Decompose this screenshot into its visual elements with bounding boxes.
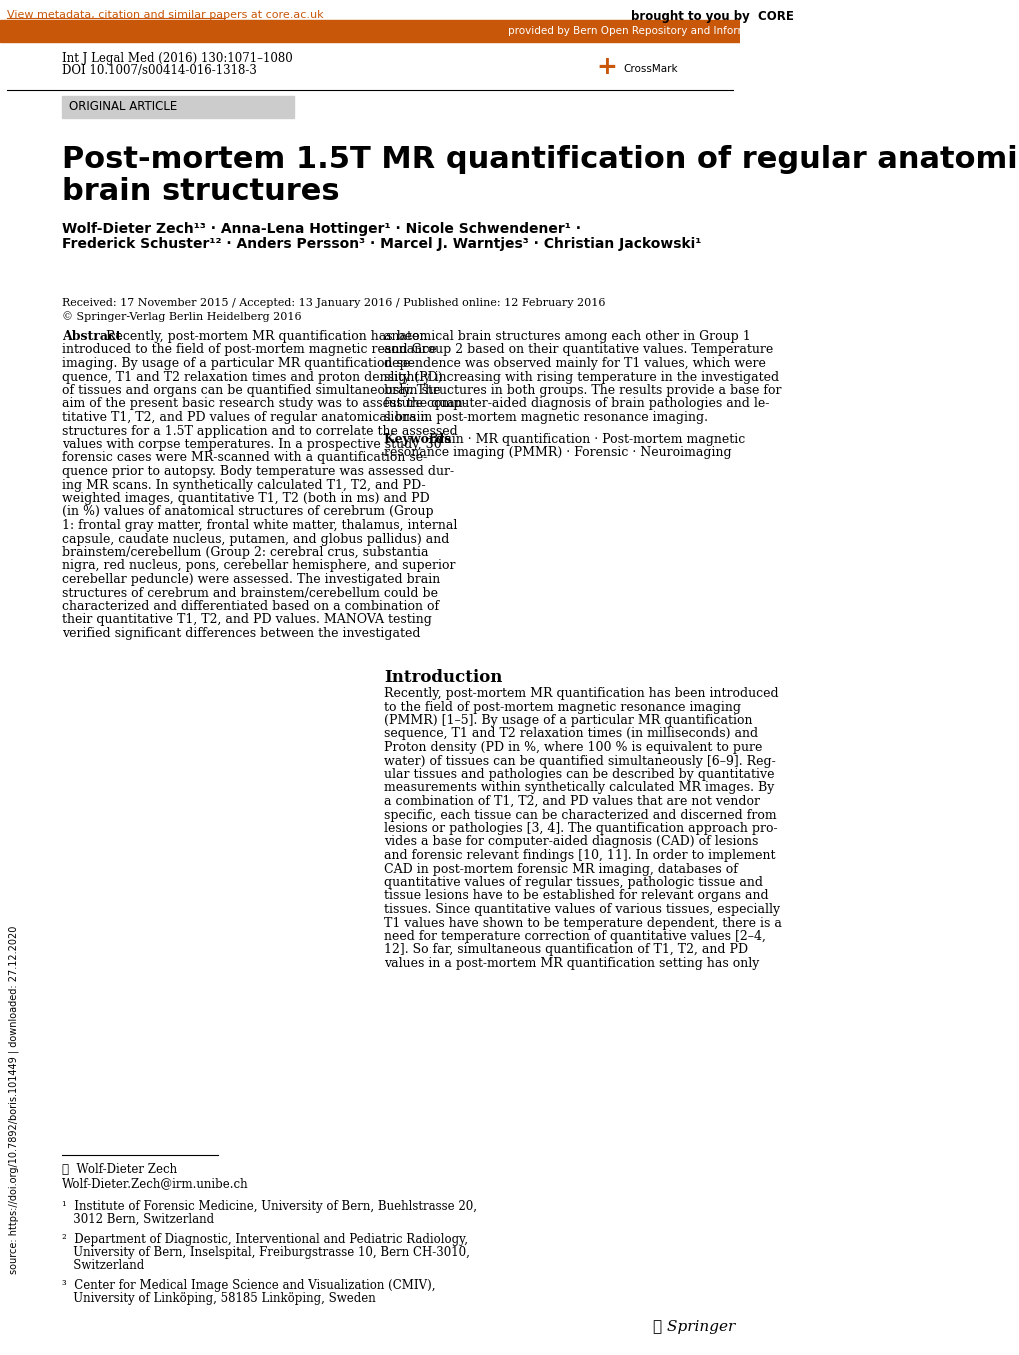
Text: water) of tissues can be quantified simultaneously [6–9]. Reg-: water) of tissues can be quantified simu…: [384, 755, 775, 767]
Text: a combination of T1, T2, and PD values that are not vendor: a combination of T1, T2, and PD values t…: [384, 795, 760, 808]
Text: structures for a 1.5T application and to correlate the assessed: structures for a 1.5T application and to…: [61, 424, 457, 438]
Text: sequence, T1 and T2 relaxation times (in milliseconds) and: sequence, T1 and T2 relaxation times (in…: [384, 728, 758, 740]
Text: University of Bern, Inselspital, Freiburgstrasse 10, Bern CH-3010,: University of Bern, Inselspital, Freibur…: [61, 1247, 469, 1259]
Text: and forensic relevant findings [10, 11]. In order to implement: and forensic relevant findings [10, 11].…: [384, 850, 775, 862]
Text: Recently, post-mortem MR quantification has been introduced: Recently, post-mortem MR quantification …: [384, 687, 779, 701]
Text: 1: frontal gray matter, frontal white matter, thalamus, internal: 1: frontal gray matter, frontal white ma…: [61, 519, 457, 533]
Text: sions in post-mortem magnetic resonance imaging.: sions in post-mortem magnetic resonance …: [384, 411, 708, 424]
Text: need for temperature correction of quantitative values [2–4,: need for temperature correction of quant…: [384, 930, 765, 943]
Text: Introduction: Introduction: [384, 669, 502, 686]
Text: ORIGINAL ARTICLE: ORIGINAL ARTICLE: [69, 100, 177, 114]
Bar: [0, 20, 739, 42]
Text: ¹  Institute of Forensic Medicine, University of Bern, Buehlstrasse 20,: ¹ Institute of Forensic Medicine, Univer…: [61, 1201, 476, 1213]
Text: 3012 Bern, Switzerland: 3012 Bern, Switzerland: [61, 1213, 214, 1226]
Text: Keywords: Keywords: [384, 432, 455, 446]
Text: brainstem/cerebellum (Group 2: cerebral crus, substantia: brainstem/cerebellum (Group 2: cerebral …: [61, 546, 428, 560]
Text: Int J Legal Med (2016) 130:1071–1080: Int J Legal Med (2016) 130:1071–1080: [61, 51, 292, 65]
Text: lesions or pathologies [3, 4]. The quantification approach pro-: lesions or pathologies [3, 4]. The quant…: [384, 822, 777, 835]
Text: CAD in post-mortem forensic MR imaging, databases of: CAD in post-mortem forensic MR imaging, …: [384, 863, 738, 875]
Text: brain structures: brain structures: [61, 178, 339, 206]
Text: anatomical brain structures among each other in Group 1: anatomical brain structures among each o…: [384, 331, 750, 343]
Text: values with corpse temperatures. In a prospective study, 30: values with corpse temperatures. In a pr…: [61, 438, 441, 451]
Text: provided by Bern Open Repository and Information System (BORIS): provided by Bern Open Repository and Inf…: [507, 26, 858, 37]
Text: structures of cerebrum and brainstem/cerebellum could be: structures of cerebrum and brainstem/cer…: [61, 587, 437, 599]
Text: Brain · MR quantification · Post-mortem magnetic: Brain · MR quantification · Post-mortem …: [429, 432, 745, 446]
Text: nigra, red nucleus, pons, cerebellar hemisphere, and superior: nigra, red nucleus, pons, cerebellar hem…: [61, 560, 454, 573]
Text: specific, each tissue can be characterized and discerned from: specific, each tissue can be characteriz…: [384, 809, 776, 821]
Text: Wolf-Dieter.Zech@irm.unibe.ch: Wolf-Dieter.Zech@irm.unibe.ch: [61, 1177, 248, 1190]
Text: +: +: [596, 56, 616, 79]
Text: University of Linköping, 58185 Linköping, Sweden: University of Linköping, 58185 Linköping…: [61, 1293, 375, 1305]
Text: 12]. So far, simultaneous quantification of T1, T2, and PD: 12]. So far, simultaneous quantification…: [384, 943, 748, 957]
Text: Abstract: Abstract: [61, 331, 121, 343]
Text: slightly increasing with rising temperature in the investigated: slightly increasing with rising temperat…: [384, 370, 779, 383]
Text: View metadata, citation and similar papers at core.ac.uk: View metadata, citation and similar pape…: [7, 9, 324, 20]
Text: Wolf-Dieter Zech¹³ · Anna-Lena Hottinger¹ · Nicole Schwendener¹ ·: Wolf-Dieter Zech¹³ · Anna-Lena Hottinger…: [61, 222, 580, 236]
Text: Post-mortem 1.5T MR quantification of regular anatomical: Post-mortem 1.5T MR quantification of re…: [61, 145, 1019, 173]
Text: source: https://doi.org/10.7892/boris.101449 | downloaded: 27.12.2020: source: https://doi.org/10.7892/boris.10…: [9, 925, 19, 1274]
Text: quence prior to autopsy. Body temperature was assessed dur-: quence prior to autopsy. Body temperatur…: [61, 465, 453, 478]
Text: introduced to the field of post-mortem magnetic resonance: introduced to the field of post-mortem m…: [61, 344, 436, 356]
Bar: [594, 47, 620, 83]
Text: Received: 17 November 2015 / Accepted: 13 January 2016 / Published online: 12 Fe: Received: 17 November 2015 / Accepted: 1…: [61, 298, 604, 308]
Text: tissues. Since quantitative values of various tissues, especially: tissues. Since quantitative values of va…: [384, 902, 780, 916]
Text: ²  Department of Diagnostic, Interventional and Pediatric Radiology,: ² Department of Diagnostic, Intervention…: [61, 1233, 467, 1247]
Text: ing MR scans. In synthetically calculated T1, T2, and PD-: ing MR scans. In synthetically calculate…: [61, 478, 425, 492]
Text: Switzerland: Switzerland: [61, 1259, 144, 1272]
Text: weighted images, quantitative T1, T2 (both in ms) and PD: weighted images, quantitative T1, T2 (bo…: [61, 492, 429, 505]
Text: T1 values have shown to be temperature dependent, there is a: T1 values have shown to be temperature d…: [384, 916, 782, 930]
Text: values in a post-mortem MR quantification setting has only: values in a post-mortem MR quantificatio…: [384, 957, 759, 970]
Text: tissue lesions have to be established for relevant organs and: tissue lesions have to be established fo…: [384, 889, 768, 902]
Text: dependence was observed mainly for T1 values, which were: dependence was observed mainly for T1 va…: [384, 356, 765, 370]
Text: (PMMR) [1–5]. By usage of a particular MR quantification: (PMMR) [1–5]. By usage of a particular M…: [384, 714, 752, 728]
Text: Proton density (PD in %, where 100 % is equivalent to pure: Proton density (PD in %, where 100 % is …: [384, 741, 762, 753]
Text: future computer-aided diagnosis of brain pathologies and le-: future computer-aided diagnosis of brain…: [384, 397, 769, 411]
Text: measurements within synthetically calculated MR images. By: measurements within synthetically calcul…: [384, 782, 774, 794]
Text: (in %) values of anatomical structures of cerebrum (Group: (in %) values of anatomical structures o…: [61, 505, 433, 519]
Text: capsule, caudate nucleus, putamen, and globus pallidus) and: capsule, caudate nucleus, putamen, and g…: [61, 533, 448, 546]
Text: verified significant differences between the investigated: verified significant differences between…: [61, 627, 420, 640]
Text: cerebellar peduncle) were assessed. The investigated brain: cerebellar peduncle) were assessed. The …: [61, 573, 439, 585]
Text: their quantitative T1, T2, and PD values. MANOVA testing: their quantitative T1, T2, and PD values…: [61, 614, 431, 626]
Text: aim of the present basic research study was to assess the quan-: aim of the present basic research study …: [61, 397, 466, 411]
Text: DOI 10.1007/s00414-016-1318-3: DOI 10.1007/s00414-016-1318-3: [61, 64, 257, 77]
Text: vides a base for computer-aided diagnosis (CAD) of lesions: vides a base for computer-aided diagnosi…: [384, 836, 758, 848]
Text: imaging. By usage of a particular MR quantification se-: imaging. By usage of a particular MR qua…: [61, 356, 414, 370]
Text: ℒ Springer: ℒ Springer: [652, 1320, 735, 1335]
Text: forensic cases were MR-scanned with a quantification se-: forensic cases were MR-scanned with a qu…: [61, 451, 427, 465]
Text: titative T1, T2, and PD values of regular anatomical brain: titative T1, T2, and PD values of regula…: [61, 411, 428, 424]
Text: brought to you by  CORE: brought to you by CORE: [631, 9, 793, 23]
Text: resonance imaging (PMMR) · Forensic · Neuroimaging: resonance imaging (PMMR) · Forensic · Ne…: [384, 446, 732, 459]
Text: ✉  Wolf-Dieter Zech: ✉ Wolf-Dieter Zech: [61, 1163, 176, 1176]
Bar: [61, 96, 293, 118]
Text: of tissues and organs can be quantified simultaneously. The: of tissues and organs can be quantified …: [61, 383, 440, 397]
Text: ³  Center for Medical Image Science and Visualization (CMIV),: ³ Center for Medical Image Science and V…: [61, 1279, 435, 1293]
Text: Frederick Schuster¹² · Anders Persson³ · Marcel J. Warntjes³ · Christian Jackows: Frederick Schuster¹² · Anders Persson³ ·…: [61, 237, 700, 251]
Text: ular tissues and pathologies can be described by quantitative: ular tissues and pathologies can be desc…: [384, 768, 774, 780]
Text: quence, T1 and T2 relaxation times and proton density (PD): quence, T1 and T2 relaxation times and p…: [61, 370, 442, 383]
Text: characterized and differentiated based on a combination of: characterized and differentiated based o…: [61, 600, 438, 612]
Text: CrossMark: CrossMark: [624, 64, 678, 75]
Text: to the field of post-mortem magnetic resonance imaging: to the field of post-mortem magnetic res…: [384, 701, 741, 714]
Text: brain structures in both groups. The results provide a base for: brain structures in both groups. The res…: [384, 383, 782, 397]
Text: and Group 2 based on their quantitative values. Temperature: and Group 2 based on their quantitative …: [384, 344, 773, 356]
Text: © Springer-Verlag Berlin Heidelberg 2016: © Springer-Verlag Berlin Heidelberg 2016: [61, 312, 301, 321]
Text: quantitative values of regular tissues, pathologic tissue and: quantitative values of regular tissues, …: [384, 875, 762, 889]
Text: Recently, post-mortem MR quantification has been: Recently, post-mortem MR quantification …: [102, 331, 427, 343]
